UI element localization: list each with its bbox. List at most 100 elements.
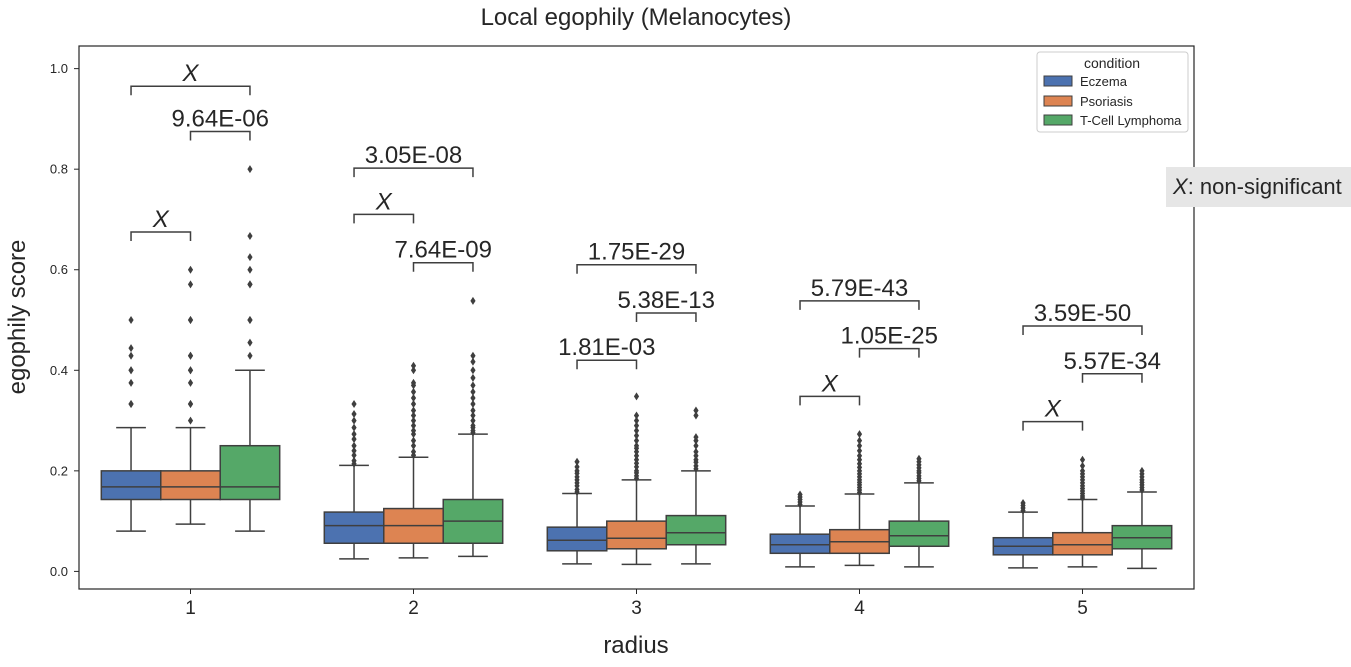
x-tick-label: 1: [185, 598, 196, 619]
bracket-line: [130, 231, 192, 242]
outlier-point: [247, 351, 253, 360]
box-psoriasis-5: [1052, 455, 1113, 568]
iqr-box: [769, 533, 831, 555]
outlier-point: [633, 455, 640, 464]
iqr-box: [1052, 531, 1113, 556]
significance-bracket: X: [1022, 396, 1084, 431]
outlier-point: [693, 411, 699, 420]
box-psoriasis-3: [606, 392, 667, 566]
outlier-point: [351, 416, 357, 425]
outlier-point: [410, 399, 417, 408]
outlier-point: [916, 454, 922, 463]
iqr-box: [606, 520, 667, 550]
non-significant-label: X: [181, 60, 199, 87]
outlier-point: [633, 411, 640, 420]
outlier-point: [247, 165, 253, 174]
outlier-point: [470, 387, 476, 396]
y-tick-label: 0.0: [50, 564, 68, 579]
significance-note: X: non-significant: [1166, 167, 1351, 207]
outlier-point: [128, 366, 134, 375]
iqr-box: [546, 526, 608, 552]
bracket-line: [799, 395, 861, 406]
significance-bracket: 5.38E-13: [618, 287, 715, 322]
bracket-line: [353, 213, 415, 224]
outlier-point: [693, 451, 699, 460]
significance-bracket: X: [353, 188, 415, 224]
outlier-point: [128, 316, 134, 325]
outlier-point: [410, 406, 417, 415]
outlier-point: [633, 466, 640, 475]
outlier-point: [351, 446, 357, 455]
x-tick-label: 5: [1077, 598, 1088, 619]
outlier-point: [470, 416, 476, 425]
outlier-point: [410, 441, 417, 450]
outlier-point: [856, 459, 863, 468]
bracket-line: [130, 85, 251, 96]
outlier-point: [410, 361, 417, 370]
significance-bracket: 1.75E-29: [576, 239, 697, 274]
outlier-point: [247, 232, 253, 241]
outlier-point: [410, 387, 417, 396]
outlier-point: [470, 366, 476, 375]
bracket-line: [189, 130, 251, 141]
iqr-box: [323, 511, 385, 544]
legend-swatch-eczema: [1043, 75, 1073, 87]
bracket-line: [576, 263, 697, 274]
outlier-point: [351, 451, 357, 460]
outlier-point: [633, 426, 640, 435]
outlier-point: [351, 423, 357, 432]
p-value-label: 5.79E-43: [811, 275, 908, 302]
legend-title: condition: [1084, 55, 1140, 71]
p-value-label: 9.64E-06: [172, 105, 269, 132]
outlier-point: [351, 430, 357, 439]
outlier-point: [470, 399, 476, 408]
x-tick-label: 4: [854, 598, 865, 619]
outlier-point: [410, 411, 417, 420]
outlier-point: [247, 316, 253, 325]
outlier-point: [856, 455, 863, 464]
box-eczema-2: [323, 399, 385, 560]
outlier-point: [410, 416, 417, 425]
outlier-point: [633, 421, 640, 430]
outlier-point: [410, 426, 417, 435]
outlier-point: [693, 433, 699, 442]
outlier-point: [187, 351, 194, 360]
significance-bracket: 7.64E-09: [395, 237, 492, 272]
outlier-point: [856, 451, 863, 460]
outlier-point: [128, 378, 134, 387]
bracket-line: [353, 167, 474, 178]
outlier-point: [187, 280, 194, 289]
outlier-point: [693, 455, 699, 464]
p-value-label: 1.81E-03: [558, 334, 655, 361]
note-label: : non-significant: [1188, 174, 1342, 199]
outlier-point: [410, 421, 417, 430]
y-tick-label: 0.8: [50, 162, 68, 177]
outlier-point: [351, 435, 357, 444]
outlier-point: [856, 441, 863, 450]
y-tick-label: 1.0: [50, 61, 68, 76]
note-symbol: X: [1172, 174, 1189, 199]
outlier-point: [470, 393, 476, 402]
x-tick-label: 3: [631, 598, 642, 619]
outlier-point: [187, 265, 194, 274]
bracket-line: [1022, 420, 1084, 431]
outlier-point: [693, 441, 699, 450]
outlier-point: [351, 399, 357, 408]
outlier-point: [470, 357, 476, 366]
outlier-point: [1139, 466, 1145, 475]
box-t-cell-lymphoma-3: [665, 406, 727, 565]
p-value-label: 5.57E-34: [1064, 348, 1161, 375]
y-tick-label: 0.2: [50, 463, 68, 478]
outlier-point: [410, 447, 417, 456]
legend-entry-psoriasis: Psoriasis: [1080, 94, 1133, 109]
outlier-point: [633, 416, 640, 425]
outlier-point: [797, 490, 803, 499]
non-significant-label: X: [1044, 396, 1062, 423]
outlier-point: [410, 366, 417, 375]
outlier-point: [470, 381, 476, 390]
outlier-point: [470, 351, 476, 360]
significance-bracket: 1.81E-03: [558, 334, 655, 370]
outlier-point: [410, 436, 417, 445]
outlier-point: [470, 411, 476, 420]
outlier-point: [574, 457, 580, 466]
